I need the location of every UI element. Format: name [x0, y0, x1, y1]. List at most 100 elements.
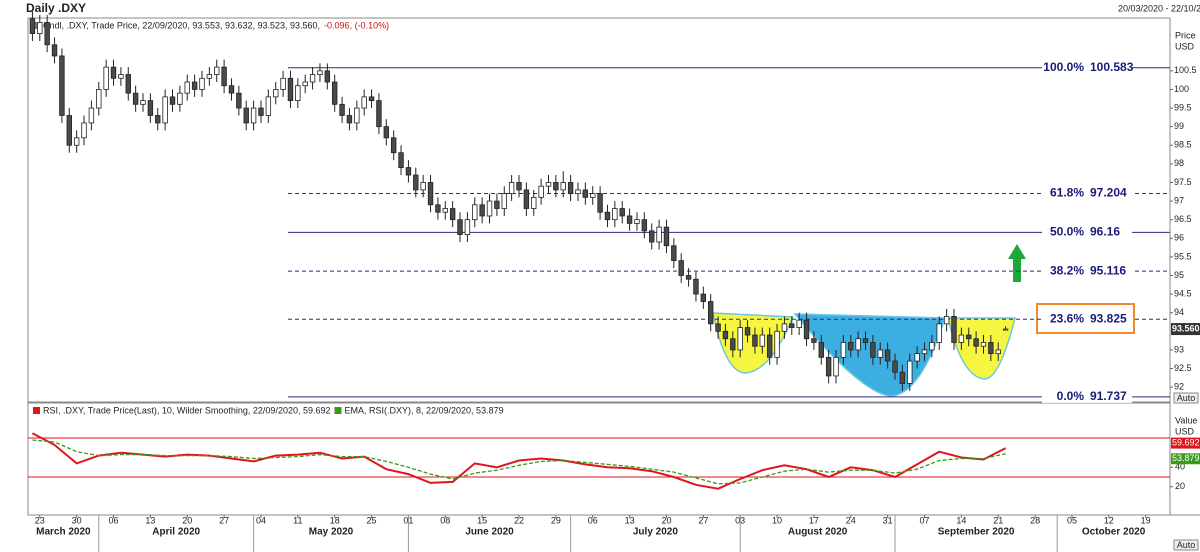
- candle-body: [553, 182, 559, 191]
- candle-body: [825, 356, 832, 377]
- x-tick-label: 27: [219, 515, 229, 525]
- month-label: June 2020: [465, 527, 514, 538]
- y-tick-label: 100.5: [1174, 65, 1197, 75]
- fib-value-label: 100.583: [1090, 60, 1134, 74]
- last-value-label: 59.692: [1172, 437, 1200, 447]
- fib-value-label: 97.204: [1090, 186, 1127, 200]
- candle-body: [752, 334, 758, 347]
- y-tick-label: 98: [1174, 158, 1184, 168]
- candle-body: [951, 316, 957, 343]
- candle-body: [1002, 328, 1009, 331]
- candle-body: [567, 182, 574, 195]
- candle-body: [796, 319, 802, 328]
- candle-body: [973, 338, 979, 347]
- candle-body: [361, 96, 367, 109]
- y-axis-label: USD: [1175, 41, 1195, 51]
- x-tick-label: 23: [35, 515, 45, 525]
- month-label: September 2020: [938, 527, 1015, 538]
- y-tick-label: 99.5: [1174, 102, 1192, 112]
- candle-body: [368, 96, 375, 102]
- candle-body: [479, 204, 485, 217]
- last-price-box: [1171, 323, 1200, 336]
- candle-body: [833, 356, 839, 377]
- auto-button[interactable]: [1173, 539, 1199, 551]
- candle-body: [383, 126, 390, 139]
- candle-body: [958, 334, 965, 343]
- y-tick-label: 97.5: [1174, 177, 1192, 187]
- candle-body: [759, 334, 766, 347]
- x-tick-label: 07: [919, 515, 929, 525]
- x-tick-label: 30: [72, 515, 82, 525]
- candle-body: [457, 219, 463, 235]
- candle-body: [339, 103, 345, 116]
- y-tick-label: 20: [1175, 481, 1185, 491]
- auto-button-label[interactable]: Auto: [1177, 540, 1196, 550]
- x-tick-label: 27: [698, 515, 708, 525]
- candle-body: [464, 219, 471, 235]
- candle-body: [265, 96, 272, 116]
- candle-body: [96, 89, 102, 109]
- candle-body: [295, 85, 301, 102]
- candle-body: [398, 152, 404, 168]
- legend-icon: [33, 22, 40, 29]
- x-tick-label: 28: [1030, 515, 1040, 525]
- candle-body: [140, 100, 146, 105]
- candle-body: [707, 301, 714, 325]
- month-label: August 2020: [788, 527, 848, 538]
- candle-body: [44, 22, 50, 46]
- month-label: April 2020: [152, 527, 200, 538]
- x-tick-label: 31: [883, 515, 893, 525]
- y-tick-label: 98.5: [1174, 140, 1192, 150]
- candle-body: [811, 338, 817, 343]
- x-tick-label: 08: [440, 515, 450, 525]
- candle-body: [892, 360, 898, 373]
- candle-body: [634, 219, 640, 224]
- last-value-box: [1171, 437, 1200, 449]
- fib-value-label: 93.825: [1090, 311, 1127, 325]
- candle-body: [442, 208, 448, 213]
- x-tick-label: 14: [956, 515, 966, 525]
- candle-body: [420, 182, 426, 191]
- candle-body: [545, 182, 552, 187]
- candle-body: [693, 278, 699, 295]
- candle-body: [118, 74, 124, 79]
- candle-body: [884, 349, 891, 362]
- legend-icon: [33, 407, 40, 414]
- candle-body: [472, 204, 478, 221]
- y-tick-label: 40: [1175, 462, 1185, 472]
- candle-body: [715, 323, 721, 332]
- legend-text: RSI, .DXY, Trade Price(Last), 10, Wilder…: [43, 405, 331, 415]
- auto-button[interactable]: [1173, 392, 1199, 404]
- candle-body: [155, 115, 161, 124]
- y-tick-label: 95: [1174, 270, 1184, 280]
- candle-body: [523, 189, 530, 209]
- fib-percent-label: 0.0%: [1057, 389, 1085, 403]
- x-tick-label: 06: [588, 515, 598, 525]
- candle-body: [766, 334, 773, 358]
- y-tick-label: 99: [1174, 121, 1184, 131]
- candle-body: [626, 215, 633, 224]
- candle-body: [376, 100, 382, 128]
- legend-change: -0.096, (-0.10%): [324, 20, 389, 30]
- candle-body: [486, 200, 493, 217]
- y-axis-label: USD: [1175, 426, 1195, 436]
- x-tick-label: 13: [625, 515, 635, 525]
- candle-body: [66, 115, 72, 146]
- month-label: October 2020: [1082, 527, 1146, 538]
- fib-label-bg: [1042, 312, 1132, 326]
- candle-body: [236, 92, 242, 109]
- candle-body: [597, 193, 603, 213]
- candle-body: [125, 74, 131, 94]
- candle-body: [929, 342, 935, 351]
- auto-button-label[interactable]: Auto: [1177, 393, 1196, 403]
- price-panel: [27, 17, 1171, 403]
- candle-body: [59, 55, 65, 116]
- candle-body: [516, 182, 522, 191]
- fib-percent-label: 23.6%: [1050, 311, 1084, 325]
- candle-body: [730, 338, 736, 351]
- candle-body: [324, 70, 331, 83]
- candle-body: [722, 330, 729, 340]
- month-label: March 2020: [36, 527, 91, 538]
- candle-body: [531, 196, 537, 209]
- fib-label-bg: [1042, 389, 1132, 403]
